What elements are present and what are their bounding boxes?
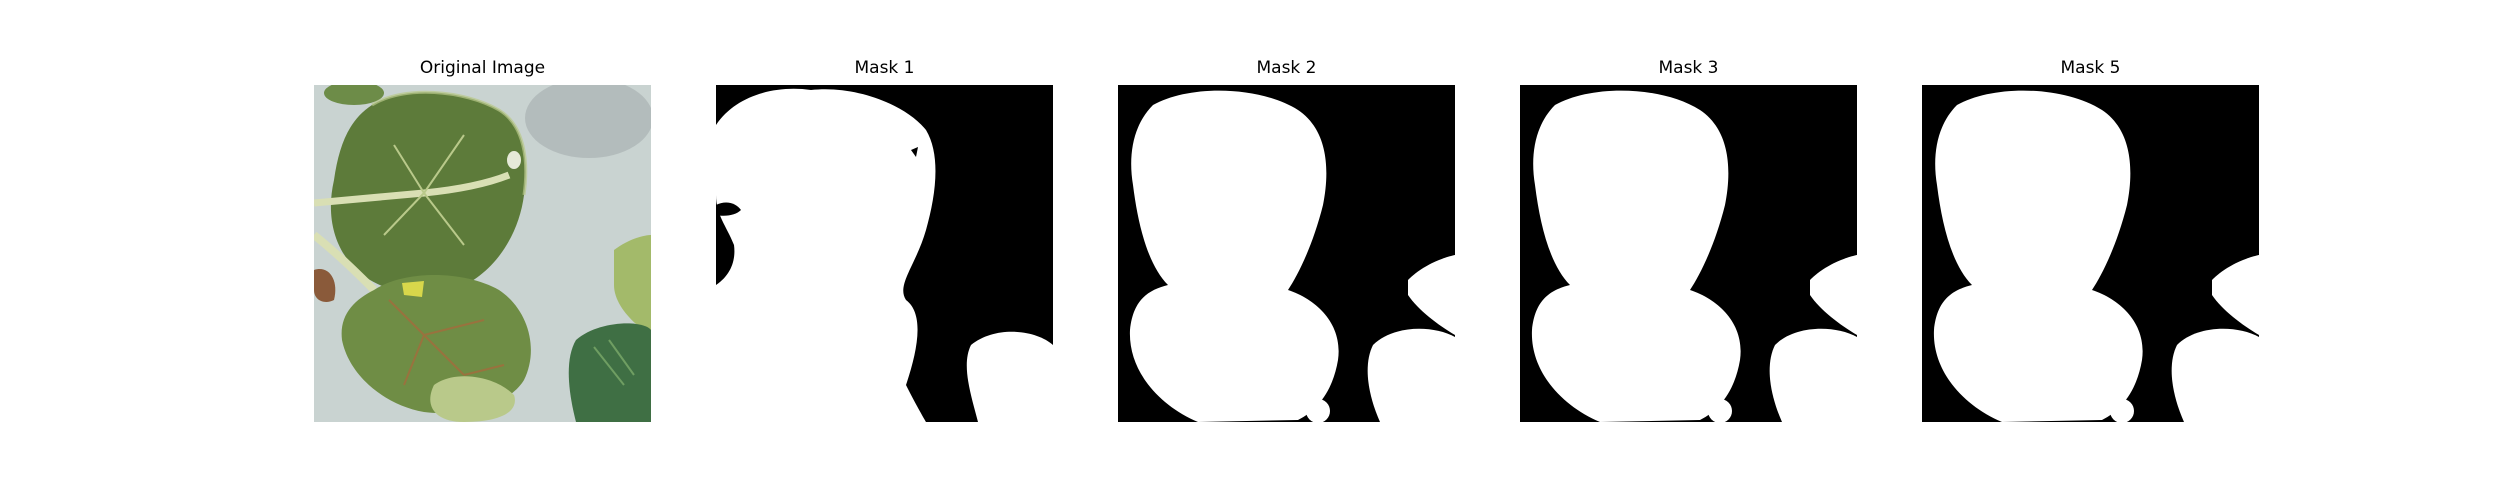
panel-title: Mask 5: [1922, 56, 2259, 80]
panel-mask-3: Mask 3: [1520, 56, 1857, 437]
mask-5-image: [1922, 85, 2259, 422]
panel-title: Original Image: [314, 56, 651, 80]
panel-title: Mask 3: [1520, 56, 1857, 80]
panel-mask-5: Mask 5: [1922, 56, 2259, 437]
original-image: [314, 85, 651, 422]
mask-3-image: [1520, 85, 1857, 422]
panel-title: Mask 1: [716, 56, 1053, 80]
panel-mask-1: Mask 1: [716, 56, 1053, 437]
panel-mask-2: Mask 2: [1118, 56, 1455, 437]
panel-title: Mask 2: [1118, 56, 1455, 80]
mask-2-image: [1118, 85, 1455, 422]
mask-1-image: [716, 85, 1053, 422]
panel-original-image: Original Image: [314, 56, 651, 437]
